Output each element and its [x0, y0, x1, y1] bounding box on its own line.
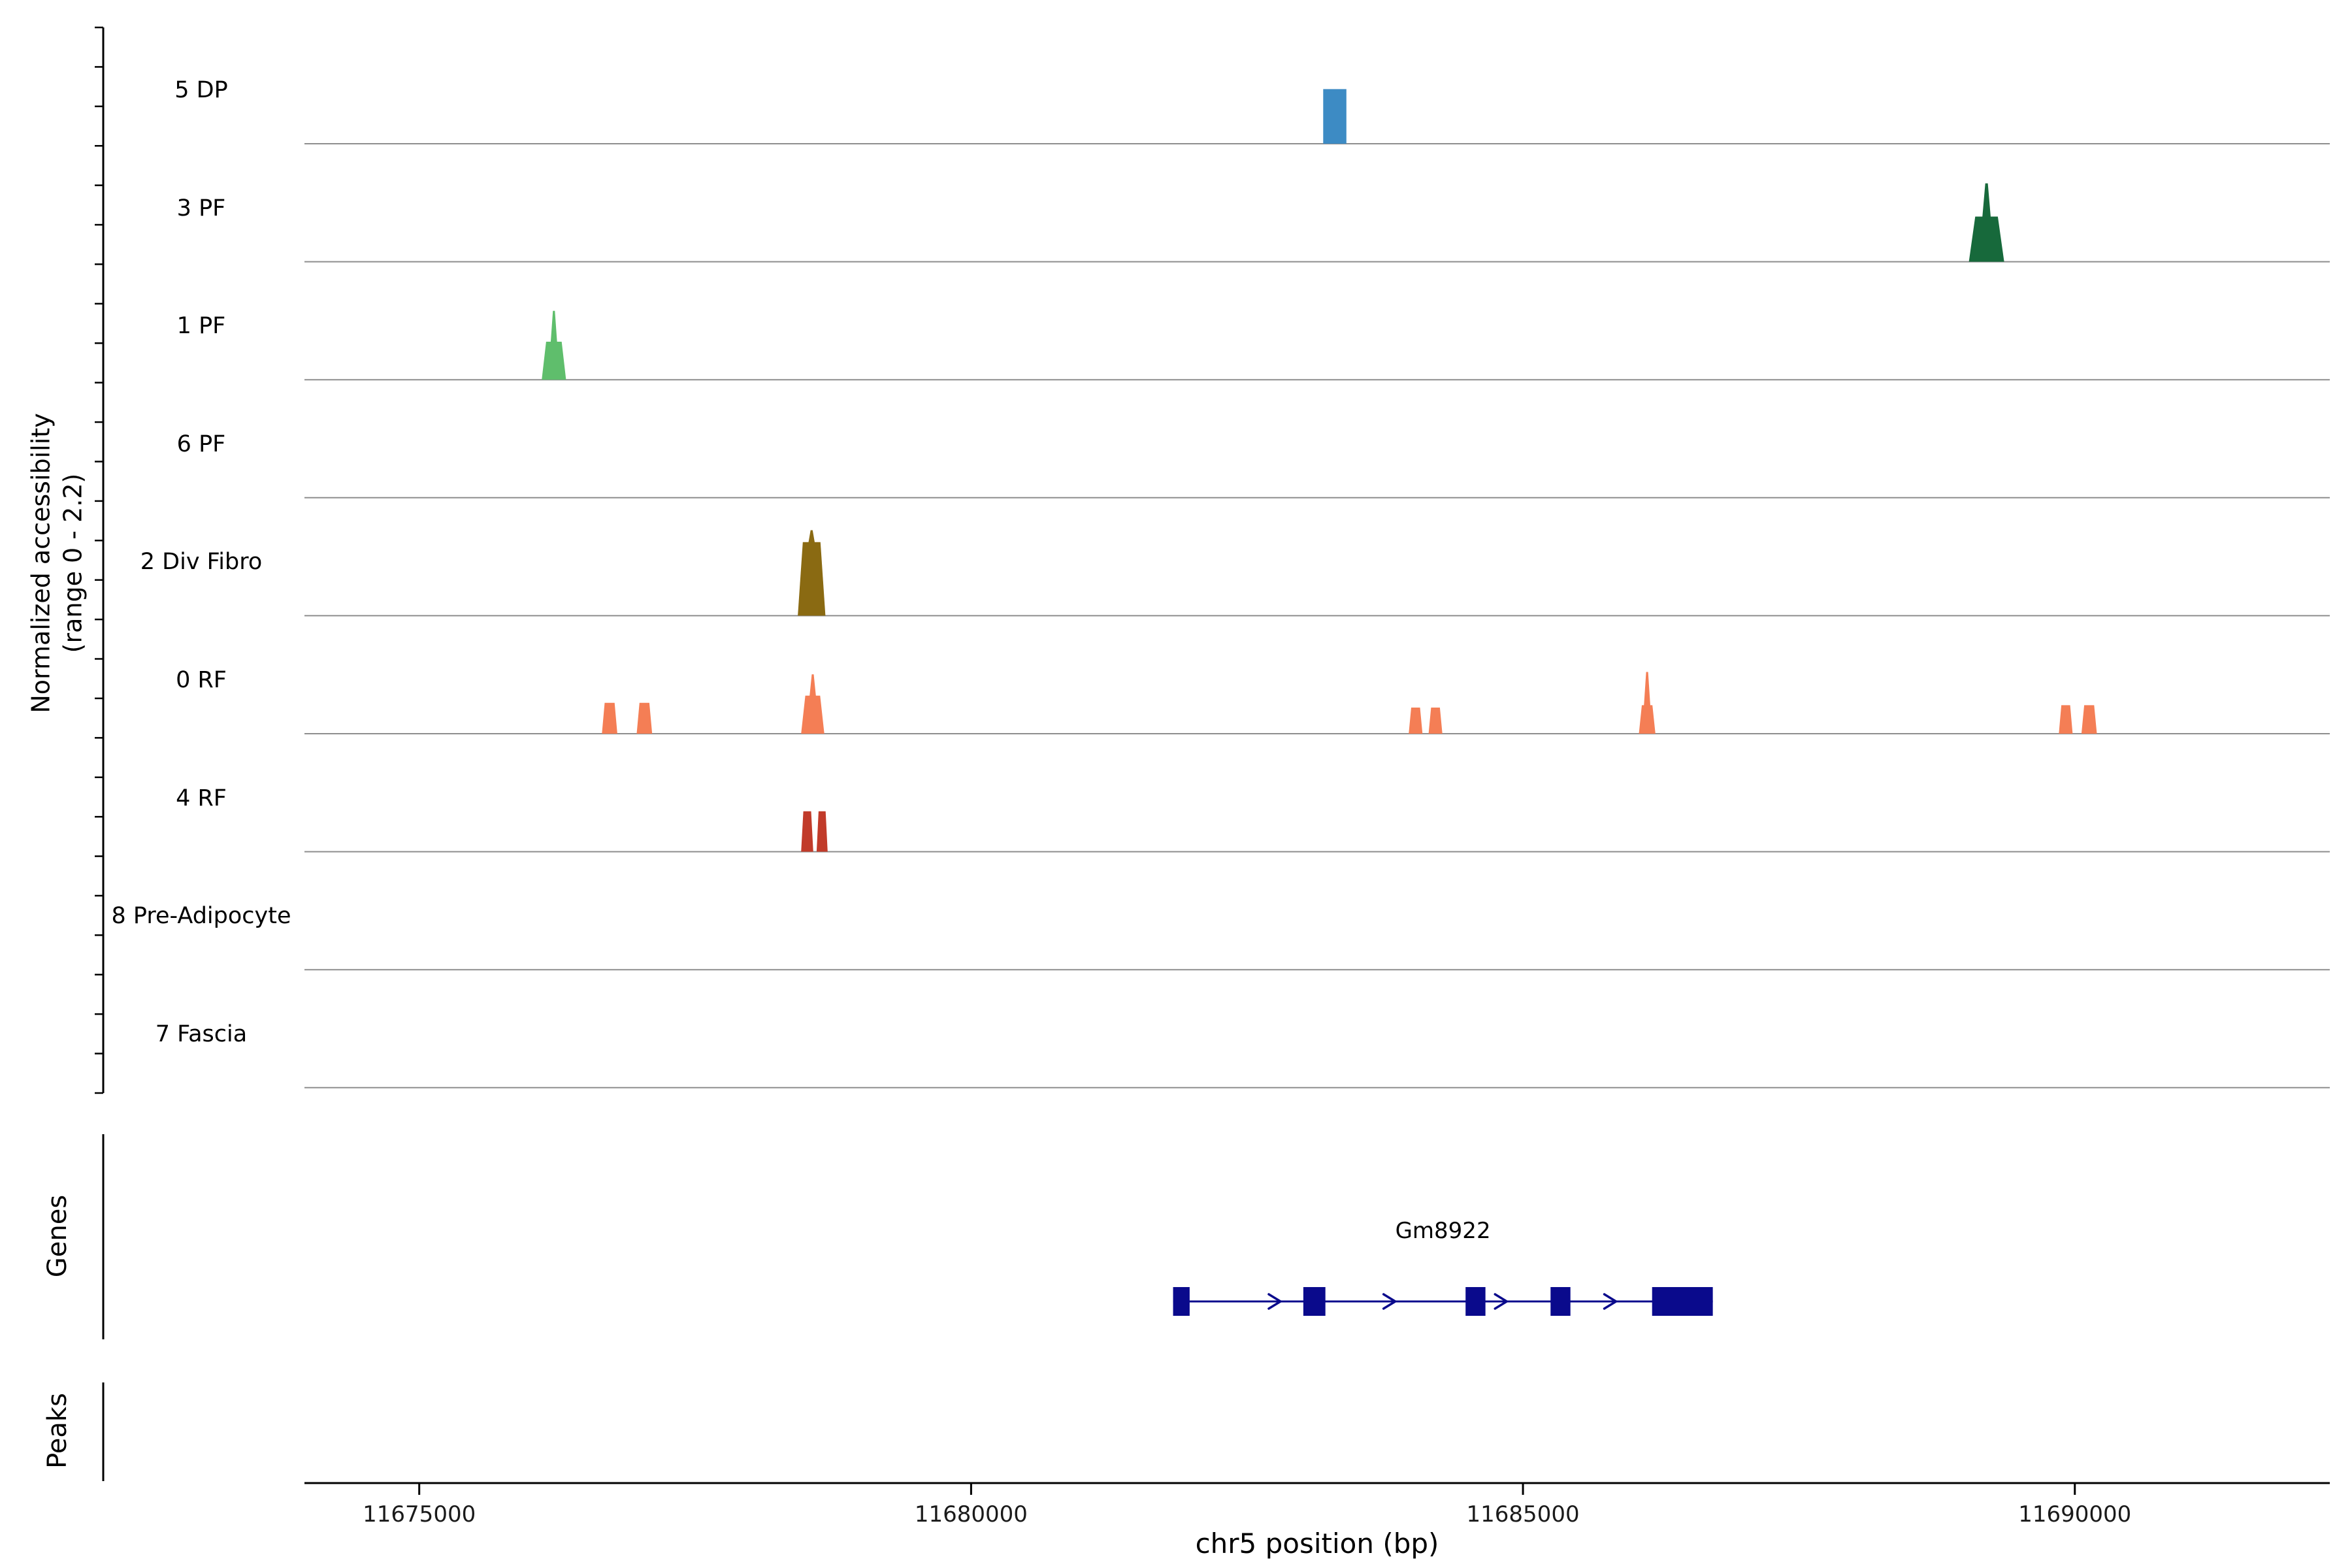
signal-peak [636, 702, 653, 734]
signal-peak [801, 695, 825, 734]
signal-peak [798, 542, 826, 616]
gene-exon [1652, 1287, 1713, 1316]
track-label-7-fascia: 7 Fascia [155, 1021, 248, 1047]
signal-peak [602, 702, 617, 734]
signal-peak [2081, 705, 2097, 734]
gene-strand-arrow [1603, 1293, 1618, 1310]
track-5-dp [304, 89, 2330, 144]
x-tick-label-11675000: 11675000 [363, 1501, 476, 1527]
track-3-pf [304, 183, 2330, 263]
signal-peak [816, 811, 828, 852]
track-0-rf [304, 672, 2330, 734]
y-axis-label-line1: Normalized accessibility [26, 413, 56, 713]
y-axis [95, 26, 105, 1094]
signal-peak [801, 811, 813, 852]
y-axis-label: Normalized accessibility (range 0 - 2.2) [25, 413, 90, 713]
gene-strand-arrow [1494, 1293, 1509, 1310]
gene-model-gm8922 [1173, 1287, 1713, 1316]
track-1-pf [304, 310, 2330, 381]
signal-peak-spike [809, 674, 816, 697]
x-tick-label-11685000: 11685000 [1466, 1501, 1580, 1527]
gene-strand-arrow [1267, 1293, 1282, 1310]
track-label-4-rf: 4 RF [176, 785, 227, 811]
track-label-2-div-fibro: 2 Div Fibro [140, 549, 263, 576]
peaks-section-label: Peaks [42, 1393, 73, 1469]
x-axis [304, 1482, 2330, 1495]
track-label-0-rf: 0 RF [176, 667, 227, 693]
signal-peak-spike [1644, 672, 1651, 707]
signal-peak [1323, 89, 1347, 144]
signal-peak-spike [550, 310, 557, 343]
track-label-5-dp: 5 DP [174, 77, 228, 103]
gene-exon [1173, 1287, 1190, 1316]
track-2-div-fibro [304, 530, 2330, 617]
track-label-1-pf: 1 PF [176, 313, 226, 340]
x-axis-label: chr5 position (bp) [1195, 1527, 1439, 1560]
signal-peak [1968, 216, 2004, 262]
gene-name-label: Gm8922 [1395, 1218, 1491, 1244]
gene-strand-arrow [1382, 1293, 1397, 1310]
track-label-3-pf: 3 PF [176, 195, 226, 221]
signal-peak-spike [1982, 183, 1991, 218]
gene-exon [1465, 1287, 1486, 1316]
signal-peak [1409, 708, 1423, 734]
track-4-rf [304, 811, 2330, 853]
genes-section-label: Genes [42, 1194, 73, 1278]
gene-exon [1550, 1287, 1571, 1316]
signal-peak [2059, 705, 2073, 734]
signal-peak [1428, 708, 1443, 734]
gene-exon [1303, 1287, 1326, 1316]
x-tick-label-11680000: 11680000 [914, 1501, 1028, 1527]
signal-peak-spike [808, 530, 815, 544]
signal-peak [1639, 705, 1656, 734]
track-label-6-pf: 6 PF [176, 431, 226, 457]
track-label-8-pre-adipocyte: 8 Pre-Adipocyte [111, 903, 291, 930]
x-tick-label-11690000: 11690000 [2018, 1501, 2132, 1527]
signal-peak [542, 342, 566, 380]
y-axis-label-line2: (range 0 - 2.2) [59, 473, 88, 653]
